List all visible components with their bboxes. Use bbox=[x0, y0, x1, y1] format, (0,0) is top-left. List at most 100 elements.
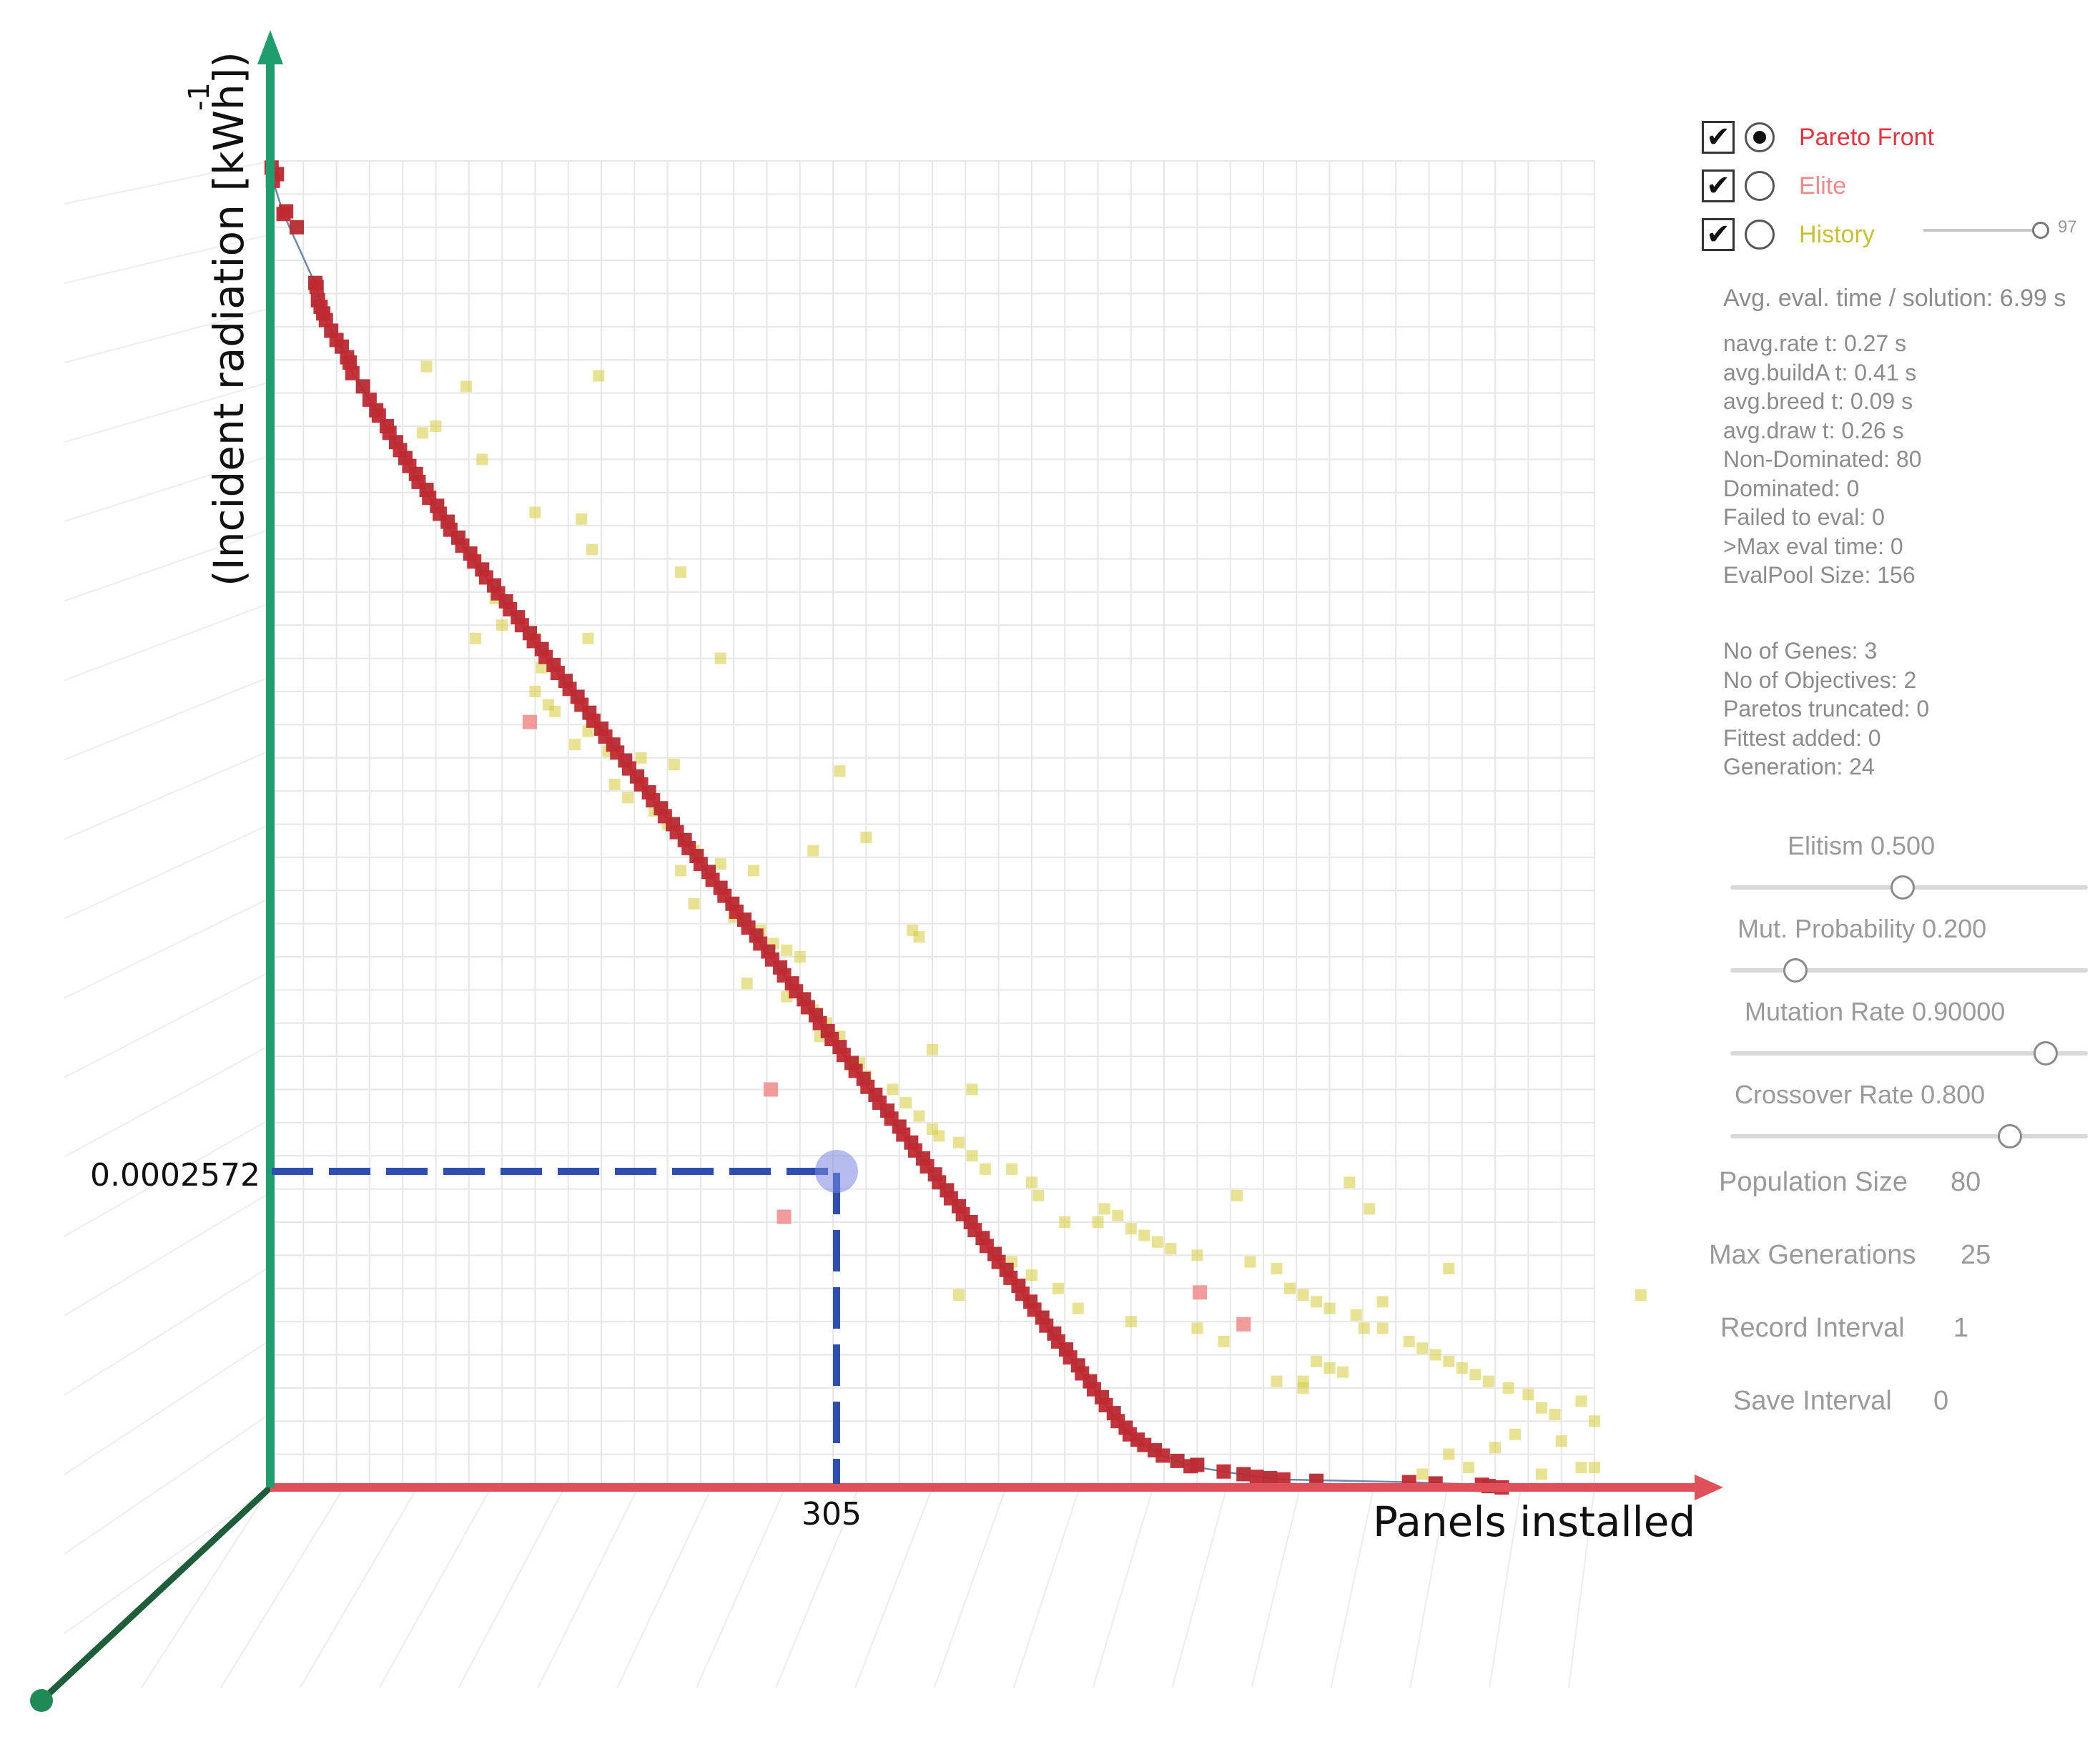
y-axis-arrow bbox=[257, 30, 283, 64]
record-interval-value[interactable]: 1 bbox=[1953, 1313, 1969, 1343]
pareto-point bbox=[538, 649, 553, 664]
history-point bbox=[582, 632, 594, 644]
history-point bbox=[1151, 1236, 1163, 1248]
mut-prob-knob[interactable] bbox=[1783, 958, 1808, 983]
elite-radio[interactable] bbox=[1745, 171, 1775, 201]
y-axis-exponent: -1 bbox=[183, 82, 216, 111]
z-axis-end bbox=[30, 1689, 53, 1712]
history-point bbox=[1092, 1216, 1104, 1228]
history-point bbox=[1025, 1269, 1037, 1281]
pareto-point bbox=[1276, 1472, 1291, 1487]
floor-line bbox=[854, 1487, 933, 1688]
mut-prob-label: Mut. Probability 0.200 bbox=[1737, 914, 1987, 943]
pareto-point bbox=[1249, 1470, 1264, 1485]
crossover-knob[interactable] bbox=[1998, 1124, 2022, 1148]
history-point bbox=[1456, 1362, 1468, 1374]
floor-line bbox=[1251, 1487, 1301, 1688]
pareto-point bbox=[836, 1048, 851, 1063]
pareto-point bbox=[1137, 1437, 1152, 1452]
pareto-point bbox=[717, 888, 732, 903]
history-point bbox=[1025, 1176, 1037, 1189]
history-slider-knob[interactable] bbox=[2032, 222, 2049, 239]
history-point bbox=[1191, 1322, 1203, 1334]
pareto-point bbox=[1236, 1467, 1251, 1482]
pareto-point bbox=[345, 365, 360, 380]
history-point bbox=[913, 931, 925, 943]
history-point bbox=[536, 661, 548, 674]
history-point bbox=[747, 865, 759, 877]
floor-line bbox=[1012, 1487, 1080, 1688]
history-point bbox=[1509, 1428, 1521, 1440]
pareto-point bbox=[848, 1063, 863, 1078]
elite-point bbox=[777, 1209, 792, 1224]
elitism-label: Elitism 0.500 bbox=[1788, 831, 1936, 860]
history-point bbox=[1502, 1382, 1514, 1394]
history-point bbox=[1376, 1296, 1389, 1308]
pareto-line bbox=[270, 167, 1502, 1489]
history-point bbox=[1429, 1349, 1441, 1361]
pareto-point bbox=[1075, 1366, 1090, 1381]
history-point bbox=[1350, 1309, 1362, 1321]
floor-line bbox=[1330, 1487, 1375, 1688]
history-point bbox=[1344, 1176, 1356, 1189]
pareto-point bbox=[812, 1015, 827, 1030]
pareto-point bbox=[800, 1000, 815, 1015]
floor-line bbox=[220, 1487, 345, 1688]
history-point bbox=[1463, 1462, 1475, 1474]
pareto-point bbox=[1050, 1334, 1065, 1349]
pareto-checkbox[interactable]: ✔ bbox=[1702, 121, 1735, 154]
mut-rate-slider[interactable] bbox=[1730, 1051, 2088, 1056]
mut-prob-slider[interactable] bbox=[1730, 968, 2088, 973]
pareto-point bbox=[309, 280, 324, 295]
history-point bbox=[1522, 1389, 1534, 1401]
pareto-point bbox=[1098, 1397, 1113, 1412]
pareto-point bbox=[526, 634, 541, 649]
max-gen-value[interactable]: 25 bbox=[1961, 1240, 1991, 1270]
history-point bbox=[529, 506, 541, 518]
pareto-point bbox=[1086, 1382, 1101, 1397]
mut-rate-knob[interactable] bbox=[2034, 1041, 2058, 1066]
pareto-point bbox=[681, 840, 696, 855]
pareto-point bbox=[371, 408, 386, 423]
crossover-slider[interactable] bbox=[1730, 1134, 2088, 1138]
history-point bbox=[860, 832, 872, 844]
history-point bbox=[980, 1163, 992, 1175]
pareto-point bbox=[411, 474, 426, 489]
legend-pareto-row: ✔ Pareto Front bbox=[1702, 116, 1934, 159]
stat-line-8: EvalPool Size: 156 bbox=[1723, 562, 1916, 588]
population-value[interactable]: 80 bbox=[1951, 1167, 1981, 1197]
z-axis bbox=[39, 1485, 273, 1703]
history-point bbox=[794, 951, 806, 963]
pareto-point bbox=[705, 872, 720, 887]
history-slider-value: 97 bbox=[2058, 217, 2077, 237]
stat-line-b-1: No of Objectives: 2 bbox=[1723, 666, 1917, 693]
pareto-point bbox=[1110, 1414, 1125, 1429]
elite-checkbox[interactable]: ✔ bbox=[1702, 169, 1735, 202]
floor-line bbox=[775, 1487, 860, 1688]
stat-line-4: Non-Dominated: 80 bbox=[1723, 446, 1922, 472]
history-point bbox=[1589, 1415, 1600, 1427]
history-point bbox=[1218, 1335, 1230, 1347]
history-point bbox=[1112, 1209, 1124, 1221]
history-point bbox=[966, 1150, 978, 1162]
pareto-point bbox=[621, 761, 636, 776]
history-point bbox=[1589, 1462, 1600, 1474]
history-point bbox=[899, 1097, 912, 1109]
pareto-radio[interactable] bbox=[1745, 122, 1775, 152]
history-slider-track[interactable] bbox=[1923, 229, 2038, 232]
elitism-knob[interactable] bbox=[1891, 875, 1915, 900]
history-radio[interactable] bbox=[1745, 220, 1775, 250]
pareto-point bbox=[979, 1239, 994, 1254]
history-point bbox=[1244, 1256, 1256, 1268]
pareto-point bbox=[514, 618, 529, 633]
save-interval-value[interactable]: 0 bbox=[1933, 1386, 1949, 1416]
history-checkbox[interactable]: ✔ bbox=[1702, 218, 1735, 251]
x-highlight-label: 305 bbox=[802, 1496, 862, 1532]
wall-line bbox=[64, 823, 271, 920]
pareto-point bbox=[1155, 1448, 1170, 1463]
pareto-point bbox=[669, 825, 684, 840]
elite-point bbox=[522, 714, 537, 729]
history-point bbox=[568, 739, 581, 751]
history-point bbox=[622, 792, 634, 804]
history-point bbox=[1052, 1282, 1064, 1294]
